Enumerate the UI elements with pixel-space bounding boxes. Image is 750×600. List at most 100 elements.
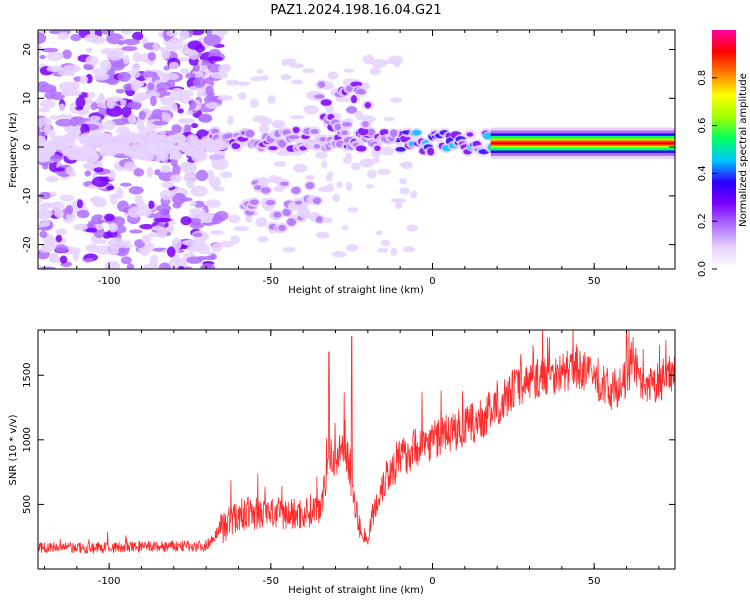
spectrogram-x-ticks: -100 -50 0 50 (43, 30, 660, 287)
spectrogram-blob (128, 114, 136, 125)
spectrogram-blob (390, 247, 398, 256)
spectrogram-blob (151, 225, 164, 231)
spectrogram-blob (205, 102, 220, 109)
spectrogram-blob (347, 207, 358, 213)
spectrogram-blob (402, 246, 416, 253)
spectrogram-blob (409, 190, 418, 199)
persistent-band-layer (490, 141, 675, 145)
spectrogram-blob (123, 161, 137, 172)
spectrogram-blob (79, 75, 89, 85)
spectrogram-blob (55, 228, 68, 236)
spectrogram-blob (186, 174, 196, 179)
spectrogram-blob (71, 80, 80, 92)
spectrogram-blob (166, 79, 176, 88)
spectrogram-blob (156, 204, 172, 213)
spectrogram-blob (159, 189, 174, 201)
spectrogram-blob (190, 185, 208, 197)
spectrogram-blob (116, 200, 130, 212)
spectrogram-blob (138, 111, 146, 120)
spectrogram-blob (76, 199, 83, 209)
spectrogram-blob (149, 254, 159, 267)
spectrogram-blob (38, 107, 51, 113)
spectrogram-blob (380, 239, 391, 247)
spectrogram-blob (121, 30, 133, 35)
spectrogram-blob (210, 128, 219, 134)
spectrogram-blob (131, 63, 141, 73)
spectrogram-blob (42, 162, 49, 170)
spectrogram-blob (75, 96, 86, 109)
spectrogram-blob (92, 198, 108, 208)
spectrogram-blob (99, 59, 112, 72)
snr-x-ticks: -100 -50 0 50 (43, 330, 660, 587)
spectrogram-blob (42, 242, 56, 252)
spectrogram-blob (110, 194, 118, 205)
spectrogram-blob (268, 175, 279, 183)
spectrogram-blob (196, 169, 209, 182)
spectrogram-blob (406, 224, 419, 232)
spectrogram-blob (104, 213, 115, 222)
spectrogram-blob (357, 127, 369, 136)
spectrogram-blob (178, 30, 190, 41)
spectrogram-blob (49, 253, 58, 263)
spectrogram-blob (166, 30, 179, 37)
spectrogram-blob (230, 235, 240, 245)
spectrogram-blob (147, 51, 156, 61)
spectrogram-blob (273, 161, 287, 167)
spectrogram-blob (188, 101, 197, 110)
spectrogram-blob (245, 129, 255, 138)
spectrogram-blob (374, 145, 381, 152)
spectrogram-blob (258, 178, 269, 186)
spectrogram-blob (152, 108, 163, 119)
spectrogram-blob (150, 136, 161, 141)
spectrogram-blob (210, 229, 224, 235)
spectrogram-blob (375, 230, 383, 236)
spectrogram-blob (315, 231, 330, 239)
spectrogram-blob (399, 187, 410, 195)
spectrogram-blob (80, 123, 90, 136)
snr-frame (37, 329, 676, 570)
colorbar-tick-label: 0.0 (697, 261, 708, 277)
spectrogram-blob (312, 197, 322, 205)
spectrogram-blob (81, 135, 91, 140)
spectrogram-blob (341, 130, 349, 136)
spectrogram-blob (250, 76, 264, 82)
spectrogram-blob (235, 81, 251, 86)
spectrogram-blob (171, 103, 178, 112)
y-tick-label: 10 (22, 92, 33, 105)
spectrogram-blob (127, 206, 143, 218)
spectrogram-blob (199, 263, 216, 269)
spectrogram-blob (282, 246, 296, 253)
spectrogram-blob (147, 82, 155, 91)
snr-y-ticks: 500 1000 1500 (22, 362, 675, 514)
spectrogram-blob (233, 225, 250, 232)
spectrogram-y-label: Frequency (Hz) (8, 112, 19, 188)
spectrogram-blob (152, 42, 159, 51)
spectrogram-blob (59, 255, 68, 264)
spectrogram-blob (39, 54, 46, 60)
spectrogram-blob (70, 33, 82, 42)
spectrogram-blob (249, 199, 259, 205)
spectrogram-blob (115, 88, 125, 94)
spectrogram-blob (187, 40, 203, 50)
colorbar-ticks: 0.0 0.2 0.4 0.6 0.8 (697, 70, 717, 277)
spectrogram-blob (325, 174, 333, 182)
spectrogram-blob (256, 219, 266, 225)
spectrogram-blob (273, 211, 282, 218)
spectrogram-blob (132, 51, 142, 63)
spectrogram-blob (355, 145, 367, 152)
spectrogram-blob (80, 108, 90, 116)
spectrogram-blob (176, 95, 183, 101)
spectrogram-blob (176, 56, 193, 62)
spectrogram-blob (168, 61, 180, 70)
spectrogram-blob (51, 201, 65, 212)
spectrogram-blob (38, 137, 46, 144)
spectrogram-blob (376, 168, 391, 175)
spectrogram-blob (62, 49, 72, 60)
y-tick-label: 500 (22, 495, 33, 514)
spectrogram-blob (120, 99, 127, 106)
y-tick-label: -10 (22, 188, 33, 204)
spectrogram-blob (171, 87, 184, 94)
snr-panel: -100 -50 0 50 500 1000 1500 Height of straigh… (8, 329, 676, 596)
spectrogram-blob (38, 32, 47, 44)
spectrogram-blob (38, 191, 51, 200)
